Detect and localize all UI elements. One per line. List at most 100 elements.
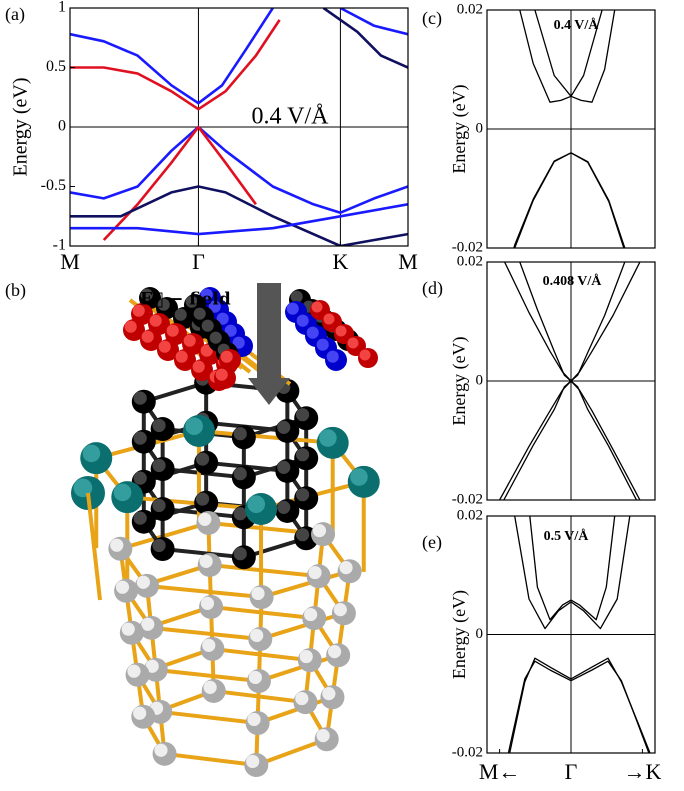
atom-highlight	[234, 427, 247, 440]
atom-highlight	[319, 429, 337, 447]
panel-label: (a)	[5, 4, 25, 25]
y-tick-label: 0.5	[46, 58, 66, 75]
plot-area	[487, 262, 655, 500]
atom-highlight	[201, 597, 214, 610]
atom-highlight	[334, 603, 347, 616]
annotation: 0.4 V/Å	[554, 17, 600, 33]
band-line	[324, 8, 409, 68]
atom-highlight	[348, 338, 359, 349]
field-arrow-shaft	[257, 283, 281, 378]
atom-highlight	[297, 315, 309, 327]
atom-highlight	[328, 645, 341, 658]
atom-highlight	[175, 309, 187, 321]
annotation: 0.5 V/Å	[544, 528, 590, 544]
atom-highlight	[308, 566, 321, 579]
annotation: 0.408 V/Å	[543, 273, 603, 289]
atom-highlight	[287, 303, 299, 315]
atom-highlight	[154, 744, 167, 757]
panel-label: (e)	[422, 532, 442, 553]
figure: (b) E⃗ − field -1-0.500.51MΓKM(a)Energy …	[0, 0, 684, 791]
y-tick-label: -0.5	[41, 177, 66, 194]
atom-highlight	[291, 291, 303, 303]
atom-highlight	[202, 639, 215, 652]
y-tick-label: -0.02	[452, 491, 483, 507]
bond	[210, 565, 319, 576]
atom-highlight	[300, 650, 313, 663]
atom-highlight	[339, 561, 352, 574]
atom-highlight	[133, 707, 146, 720]
x-tick-label: M	[60, 249, 80, 274]
bond	[165, 754, 257, 765]
band-line	[504, 381, 637, 500]
x-tick-label: Γ	[192, 249, 205, 274]
atom-highlight	[216, 369, 228, 381]
y-tick-label: 0.02	[457, 507, 483, 523]
atom-highlight	[198, 513, 211, 526]
atom-highlight	[247, 713, 260, 726]
atom-highlight	[134, 392, 147, 405]
y-tick-label: 1	[58, 0, 66, 16]
panel-label: (d)	[422, 278, 443, 299]
bond	[156, 670, 259, 681]
atom-highlight	[360, 350, 371, 361]
atom-highlight	[152, 539, 165, 552]
atom-highlight	[317, 339, 329, 351]
band-line	[70, 187, 408, 247]
band-line	[70, 20, 280, 109]
y-tick-label: 0	[476, 626, 484, 642]
atom-highlight	[277, 501, 290, 514]
atom-highlight	[277, 461, 290, 474]
atom-highlight	[313, 524, 326, 537]
field-label: E⃗ − field	[140, 290, 231, 310]
band-line	[70, 8, 273, 103]
atom-highlight	[127, 665, 140, 678]
panel-label: (b)	[5, 280, 26, 301]
atom-highlight	[125, 321, 137, 333]
chart-0: -1-0.500.51MΓKM(a)Energy (eV)0.4 V/Å	[5, 0, 418, 274]
atom-highlight	[296, 528, 309, 541]
band-line	[500, 381, 640, 500]
chart-2: -0.0200.02(d)Energy (eV)0.408 V/Å	[422, 253, 655, 507]
atom-highlight	[234, 467, 247, 480]
y-tick-label: 0.02	[457, 1, 483, 17]
atom-highlight	[134, 512, 147, 525]
atom-highlight	[304, 608, 317, 621]
y-axis-label: Energy (eV)	[449, 336, 470, 425]
atom-highlight	[134, 472, 147, 485]
atom-highlight	[185, 417, 203, 435]
atom-highlight	[116, 581, 129, 594]
atom-highlight	[196, 492, 209, 505]
atom-highlight	[167, 325, 179, 337]
plot-area	[70, 8, 408, 246]
atom-highlight	[312, 302, 323, 313]
atom-highlight	[134, 432, 147, 445]
atom-highlight	[204, 681, 217, 694]
band-line	[70, 204, 408, 234]
atom-highlight	[336, 326, 347, 337]
atom-highlight	[152, 459, 165, 472]
atom-highlight	[296, 488, 309, 501]
atom-highlight	[196, 452, 209, 465]
atom-highlight	[142, 331, 154, 343]
atom-highlight	[159, 341, 171, 353]
bond	[151, 628, 260, 639]
atom-highlight	[152, 499, 165, 512]
atom-highlight	[327, 351, 339, 363]
atom-highlight	[184, 335, 196, 347]
atom-highlight	[295, 692, 308, 705]
atom-highlight	[110, 539, 123, 552]
x-tick-label: M←	[479, 759, 521, 784]
x-tick-label: →K	[623, 759, 661, 784]
band-line	[340, 8, 408, 34]
atom-highlight	[193, 361, 205, 373]
plot-area	[487, 0, 655, 302]
annotation: 0.4 V/Å	[252, 104, 330, 130]
atom-highlight	[234, 547, 247, 560]
x-tick-label: K	[332, 249, 348, 274]
y-tick-label: 0	[476, 120, 484, 136]
atom-highlight	[324, 314, 335, 325]
atom-highlight	[176, 351, 188, 363]
y-tick-label: -0.02	[452, 744, 483, 760]
atom-highlight	[249, 671, 262, 684]
